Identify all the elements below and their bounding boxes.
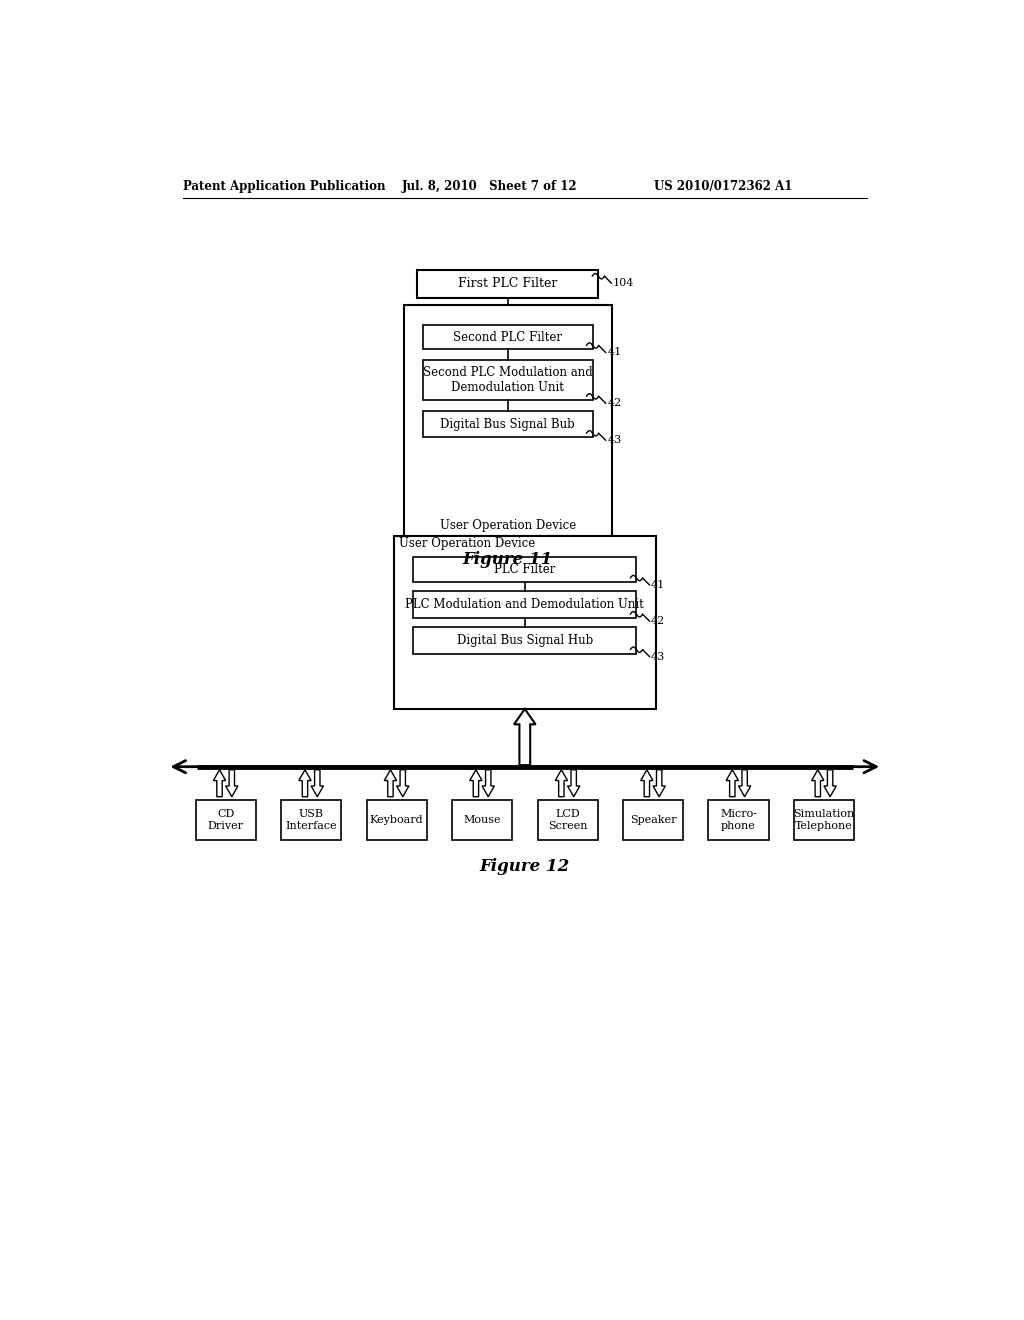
Text: CD
Driver: CD Driver <box>208 809 244 830</box>
Text: Second PLC Filter: Second PLC Filter <box>454 330 562 343</box>
Polygon shape <box>311 770 324 797</box>
Text: Speaker: Speaker <box>630 814 676 825</box>
Bar <box>423 325 593 350</box>
Text: 42: 42 <box>651 616 666 626</box>
Polygon shape <box>299 770 311 797</box>
Text: Patent Application Publication: Patent Application Publication <box>183 181 385 194</box>
Bar <box>413 627 637 653</box>
Bar <box>394 536 655 709</box>
Text: Digital Bus Signal Bub: Digital Bus Signal Bub <box>440 417 575 430</box>
Text: Second PLC Modulation and
Demodulation Unit: Second PLC Modulation and Demodulation U… <box>423 366 593 395</box>
Bar <box>367 800 427 840</box>
Polygon shape <box>824 770 837 797</box>
Bar <box>709 800 768 840</box>
Bar <box>423 360 593 400</box>
Bar <box>403 305 611 536</box>
Text: 41: 41 <box>651 579 666 590</box>
Polygon shape <box>738 770 751 797</box>
Text: Micro-
phone: Micro- phone <box>720 809 757 830</box>
Text: US 2010/0172362 A1: US 2010/0172362 A1 <box>654 181 793 194</box>
Polygon shape <box>396 770 409 797</box>
Text: Keyboard: Keyboard <box>370 814 423 825</box>
Text: Figure 12: Figure 12 <box>479 858 570 875</box>
Bar <box>413 557 637 582</box>
Bar <box>623 800 683 840</box>
Polygon shape <box>514 709 536 766</box>
Text: Jul. 8, 2010   Sheet 7 of 12: Jul. 8, 2010 Sheet 7 of 12 <box>402 181 578 194</box>
Text: User Operation Device: User Operation Device <box>439 519 575 532</box>
Text: PLC Modulation and Demodulation Unit: PLC Modulation and Demodulation Unit <box>406 598 644 611</box>
Polygon shape <box>653 770 666 797</box>
Bar <box>418 271 598 298</box>
Polygon shape <box>555 770 567 797</box>
Text: LCD
Screen: LCD Screen <box>548 809 588 830</box>
Polygon shape <box>384 770 396 797</box>
Text: PLC Filter: PLC Filter <box>495 564 555 576</box>
Polygon shape <box>213 770 225 797</box>
Text: Figure 11: Figure 11 <box>463 550 553 568</box>
Bar <box>196 800 256 840</box>
Text: 42: 42 <box>607 399 622 408</box>
Text: Digital Bus Signal Hub: Digital Bus Signal Hub <box>457 634 593 647</box>
Text: 41: 41 <box>607 347 622 358</box>
Polygon shape <box>641 770 653 797</box>
Polygon shape <box>482 770 495 797</box>
Text: 43: 43 <box>651 652 666 661</box>
Bar <box>794 800 854 840</box>
Polygon shape <box>812 770 824 797</box>
Text: Simulation
Telephone: Simulation Telephone <box>794 809 855 830</box>
Text: 43: 43 <box>607 436 622 445</box>
Polygon shape <box>567 770 580 797</box>
Bar <box>538 800 598 840</box>
Bar <box>413 591 637 618</box>
Text: User Operation Device: User Operation Device <box>398 537 535 550</box>
Text: First PLC Filter: First PLC Filter <box>458 277 557 290</box>
Polygon shape <box>470 770 482 797</box>
Text: USB
Interface: USB Interface <box>286 809 337 830</box>
Polygon shape <box>726 770 738 797</box>
Text: 104: 104 <box>613 279 634 288</box>
Text: Mouse: Mouse <box>463 814 501 825</box>
Bar <box>423 411 593 437</box>
Bar <box>282 800 341 840</box>
Bar <box>452 800 512 840</box>
Polygon shape <box>225 770 238 797</box>
